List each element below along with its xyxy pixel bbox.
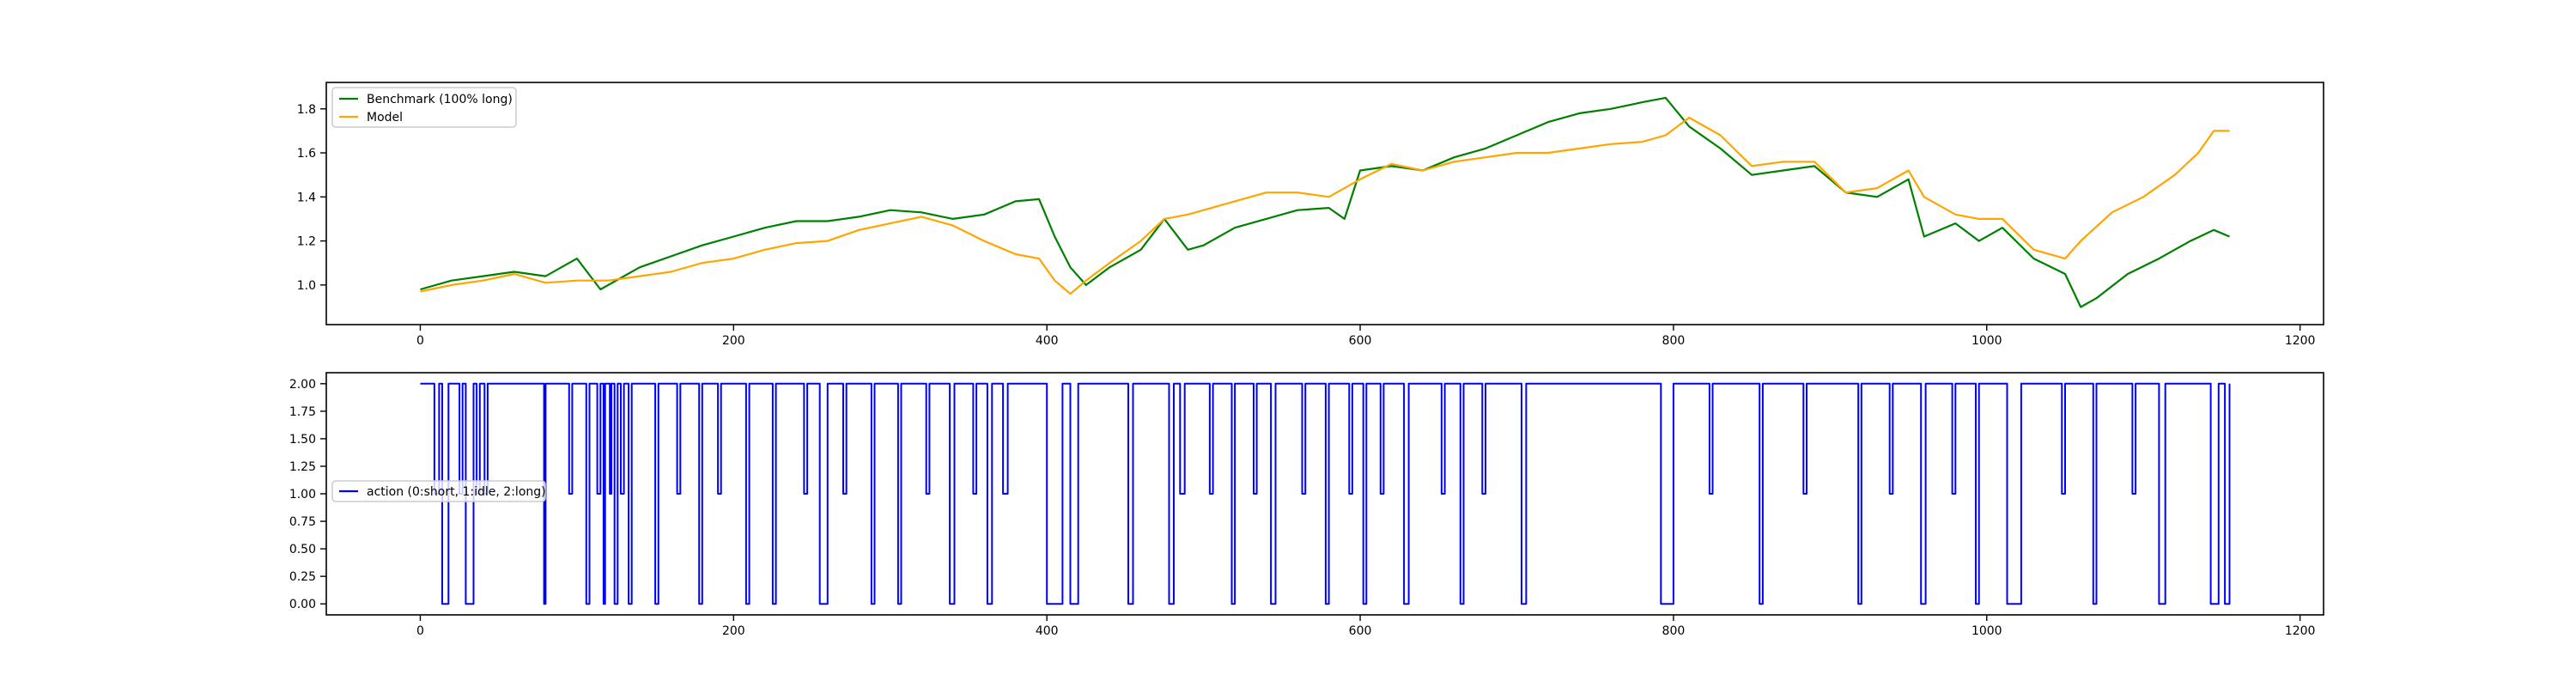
x-tick-label: 200 — [722, 334, 745, 348]
legend-benchmark-label: Benchmark (100% long) — [367, 93, 513, 106]
y-tick-label: 0.00 — [289, 598, 316, 611]
subplot-bottom-legend: action (0:short, 1:idle, 2:long) — [331, 480, 546, 502]
series-line-benchmark-100-long — [420, 96, 2230, 308]
series-line-action-0-short-1-idle-2-long — [420, 382, 2231, 605]
x-tick-label: 400 — [1036, 334, 1059, 348]
subplot-bottom-data-layer — [420, 382, 2231, 605]
subplot-top-data-layer — [420, 96, 2230, 308]
x-tick-label: 0 — [416, 624, 424, 638]
subplot-bottom-frame — [325, 372, 2324, 616]
x-tick-label: 1200 — [2285, 624, 2316, 638]
x-tick-label: 800 — [1662, 334, 1686, 348]
y-tick-label: 1.8 — [297, 103, 316, 117]
x-tick-label: 400 — [1036, 624, 1059, 638]
y-tick-label: 2.00 — [289, 378, 316, 392]
x-tick-label: 0 — [416, 334, 424, 348]
subplot-top-frame — [325, 82, 2324, 325]
x-tick-label: 600 — [1349, 334, 1372, 348]
y-tick-label: 1.00 — [289, 488, 316, 502]
x-tick-label: 600 — [1349, 624, 1372, 638]
legend-model-label: Model — [367, 111, 403, 125]
y-tick-label: 1.50 — [289, 433, 316, 447]
legend-action-label: action (0:short, 1:idle, 2:long) — [367, 485, 546, 499]
x-tick-label: 1000 — [1971, 334, 2002, 348]
subplot-bottom-legend-box — [331, 480, 546, 502]
y-tick-label: 0.75 — [289, 515, 316, 529]
x-tick-label: 1000 — [1971, 624, 2002, 638]
subplot-top-legend: Benchmark (100% long) Model — [331, 87, 517, 128]
y-tick-label: 1.4 — [297, 191, 316, 204]
subplot-bottom-ticks: 0 200 400 600 800 1000 1200 0.00 0.25 0.50 0.75 1.0… — [289, 378, 2316, 638]
subplot-top-ticks: 0 200 400 600 800 1000 1200 1.0 1.2 1.4 1.6 1.8 — [297, 103, 2316, 348]
y-tick-label: 1.75 — [289, 405, 316, 419]
y-tick-label: 0.50 — [289, 543, 316, 556]
x-tick-label: 1200 — [2285, 334, 2316, 348]
y-tick-label: 1.6 — [297, 147, 316, 161]
x-tick-label: 200 — [722, 624, 745, 638]
y-tick-label: 1.2 — [297, 235, 316, 249]
y-tick-label: 0.25 — [289, 570, 316, 584]
subplot-top: 0 200 400 600 800 1000 1200 1.0 1.2 1.4 1.6 1.8 Ben… — [297, 82, 2324, 348]
subplot-top-legend-box — [331, 87, 517, 128]
x-tick-label: 800 — [1662, 624, 1686, 638]
series-line-model — [420, 116, 2230, 295]
y-tick-label: 1.0 — [297, 279, 316, 293]
y-tick-label: 1.25 — [289, 460, 316, 474]
subplot-bottom: 0 200 400 600 800 1000 1200 0.00 0.25 0.50 0.75 1.0… — [289, 372, 2324, 638]
